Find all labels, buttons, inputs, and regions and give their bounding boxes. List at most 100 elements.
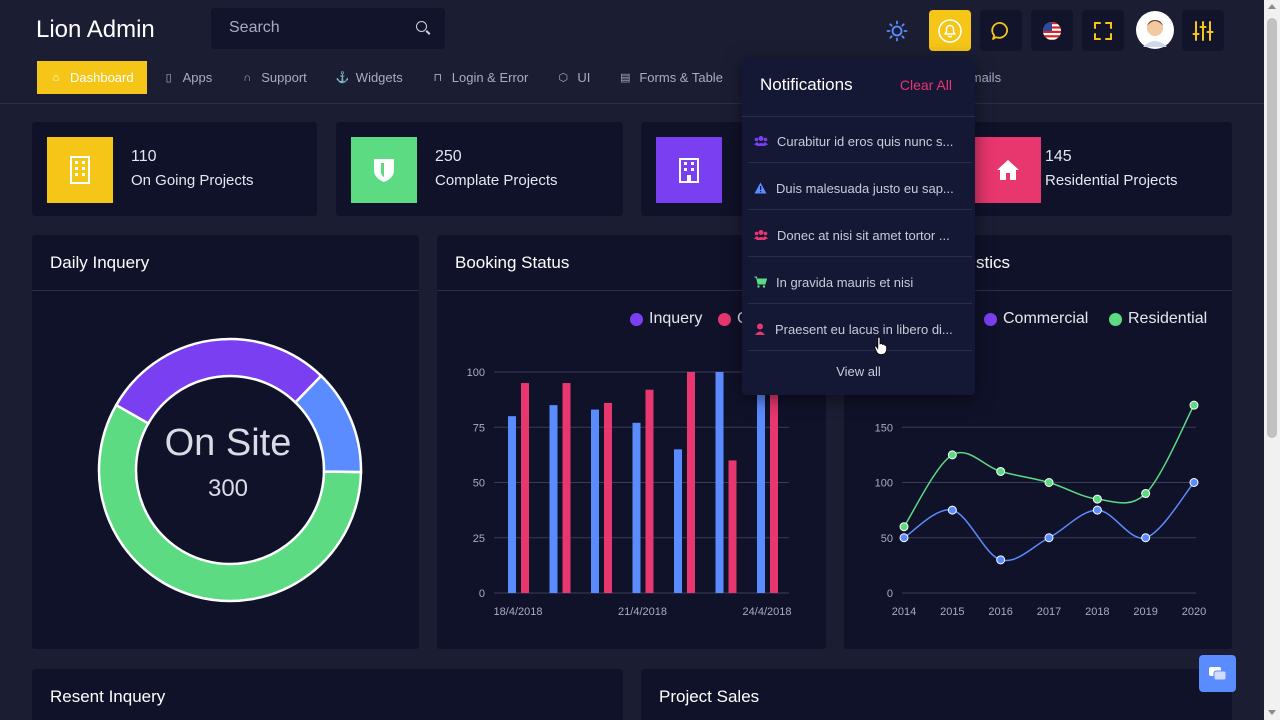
page-scrollbar[interactable] <box>1264 0 1280 720</box>
warning-icon <box>754 182 767 194</box>
stat-value: 250 <box>435 148 462 165</box>
notification-item[interactable]: Duis malesuada justo eu sap... <box>748 167 972 210</box>
scrollbar-thumb[interactable] <box>1267 18 1277 438</box>
nav-item-widgets[interactable]: ⚓ Widgets <box>323 61 416 94</box>
notifications-button[interactable] <box>929 10 971 51</box>
bar <box>770 394 778 593</box>
notification-item[interactable]: Praesent eu lacus in libero di... <box>748 308 972 351</box>
users-icon <box>754 230 768 240</box>
bar <box>674 449 682 593</box>
legend-label: Residential <box>1128 310 1208 327</box>
language-button[interactable] <box>1031 10 1073 51</box>
stat-value: 110 <box>131 148 157 165</box>
x-tick-label: 2016 <box>988 606 1012 618</box>
bar <box>645 389 654 593</box>
data-point <box>1189 478 1199 487</box>
x-tick-label: 2015 <box>940 606 964 618</box>
x-tick-label: 2017 <box>1037 606 1061 618</box>
search-icon[interactable] <box>416 21 427 32</box>
nav-label: Forms & Table <box>639 70 723 85</box>
stat-card-residential: 145 Residential Projects <box>960 122 1232 216</box>
x-tick-label: 24/4/2018 <box>743 606 792 618</box>
nav-item-support[interactable]: ∩ Support <box>228 61 320 94</box>
data-point <box>899 522 909 532</box>
sliders-icon <box>1192 20 1214 41</box>
table-icon: ▤ <box>620 72 631 84</box>
legend-label: Commercial <box>1003 310 1089 327</box>
y-tick-label: 0 <box>887 588 893 600</box>
building-icon <box>47 137 113 203</box>
nav-item-dashboard[interactable]: ⌂ Dashboard <box>37 61 147 94</box>
chat-fab-button[interactable] <box>1199 655 1236 692</box>
nav-item-forms-table[interactable]: ▤ Forms & Table <box>606 61 736 94</box>
bar <box>715 372 724 593</box>
panel-divider <box>844 290 1232 291</box>
notification-item[interactable]: Curabitur id eros quis nunc s... <box>748 120 972 163</box>
app-title: Lion Admin <box>36 16 155 43</box>
panel-title: Daily Inquery <box>50 253 150 272</box>
series-line <box>903 404 1195 528</box>
legend-commercial: Commercial <box>984 310 1088 328</box>
data-point <box>1189 400 1199 410</box>
view-all-link[interactable]: View all <box>836 364 881 379</box>
notifications-divider <box>742 116 975 117</box>
panel-divider <box>437 290 826 291</box>
daily-inquery-panel: Daily Inquery On Site 300 <box>32 235 419 649</box>
settings-button[interactable] <box>1182 10 1224 51</box>
recent-inquery-panel: Resent Inquery <box>32 669 623 720</box>
data-point <box>1092 494 1102 504</box>
home-icon: ⌂ <box>52 71 60 84</box>
data-point <box>1141 489 1151 499</box>
search-input[interactable] <box>229 19 409 37</box>
lock-icon: ⊓ <box>433 72 443 84</box>
series-line <box>903 482 1195 562</box>
scroll-up-arrow-icon[interactable] <box>1268 4 1276 9</box>
y-tick-label: 50 <box>473 478 485 490</box>
fullscreen-button[interactable] <box>1082 10 1124 51</box>
notification-text: In gravida mauris et nisi <box>776 274 914 290</box>
user-icon <box>755 323 765 335</box>
x-tick-label: 2014 <box>892 606 916 618</box>
y-tick-label: 75 <box>473 422 485 434</box>
sun-icon <box>886 20 908 41</box>
theme-toggle-button[interactable] <box>876 10 918 51</box>
nav-label: Apps <box>182 70 213 85</box>
users-icon <box>754 136 768 146</box>
donut-center-value: 300 <box>207 475 249 502</box>
bar <box>604 402 612 593</box>
panel-title: Booking Status <box>455 253 570 272</box>
panel-title: Resent Inquery <box>50 687 166 706</box>
box-icon: ⬡ <box>558 72 569 84</box>
y-tick-label: 100 <box>467 367 485 379</box>
panel-title: Project Sales <box>659 687 760 706</box>
avatar-icon <box>1136 10 1174 49</box>
panel-divider <box>32 290 419 291</box>
notification-item[interactable]: In gravida mauris et nisi <box>748 261 972 304</box>
stat-value: 145 <box>1045 148 1072 165</box>
x-tick-label: 2019 <box>1133 606 1157 618</box>
us-flag-icon <box>1043 21 1061 40</box>
stat-card-ongoing: 110 On Going Projects <box>32 122 317 216</box>
notification-item[interactable]: Donec at nisi sit amet tortor ... <box>748 214 972 257</box>
bar <box>687 372 695 593</box>
x-tick-label: 2020 <box>1182 606 1206 618</box>
clear-all-link[interactable]: Clear All <box>899 77 952 93</box>
notification-text: Donec at nisi sit amet tortor ... <box>777 227 950 243</box>
y-tick-label: 50 <box>881 533 893 545</box>
chat-button[interactable] <box>980 10 1022 51</box>
nav-item-login-error[interactable]: ⊓ Login & Error <box>419 61 542 94</box>
nav-label: Dashboard <box>70 70 134 85</box>
scroll-down-arrow-icon[interactable] <box>1268 710 1276 715</box>
avatar[interactable] <box>1134 9 1176 50</box>
nav-item-ui[interactable]: ⬡ UI <box>544 61 603 94</box>
nav-item-apps[interactable]: ▯ Apps <box>150 61 226 94</box>
stat-label: On Going Projects <box>131 172 254 189</box>
legend-inquery: Inquery <box>630 310 702 328</box>
bar <box>562 383 571 593</box>
data-point <box>947 450 957 460</box>
donut-chart <box>97 337 363 603</box>
chat-icon <box>991 21 1008 40</box>
bar <box>728 460 737 593</box>
data-point <box>899 533 909 543</box>
search-box[interactable] <box>211 8 445 49</box>
